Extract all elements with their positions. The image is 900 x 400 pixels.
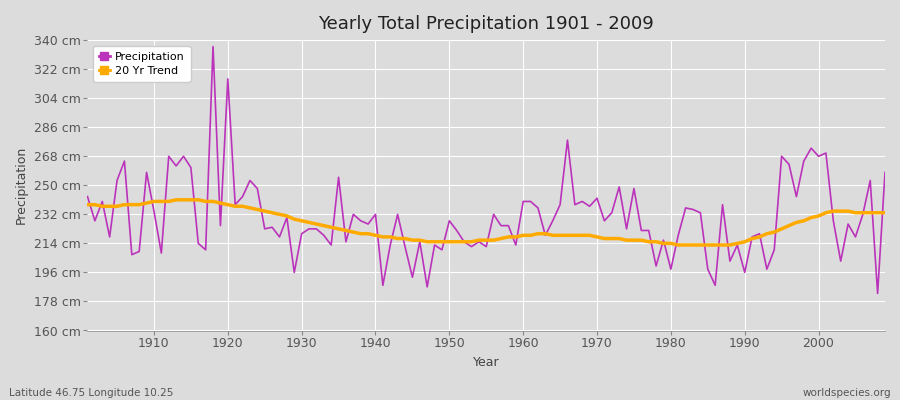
X-axis label: Year: Year [472,356,500,369]
Legend: Precipitation, 20 Yr Trend: Precipitation, 20 Yr Trend [93,46,191,82]
Title: Yearly Total Precipitation 1901 - 2009: Yearly Total Precipitation 1901 - 2009 [319,15,654,33]
Y-axis label: Precipitation: Precipitation [15,146,28,224]
Text: worldspecies.org: worldspecies.org [803,388,891,398]
Text: Latitude 46.75 Longitude 10.25: Latitude 46.75 Longitude 10.25 [9,388,174,398]
